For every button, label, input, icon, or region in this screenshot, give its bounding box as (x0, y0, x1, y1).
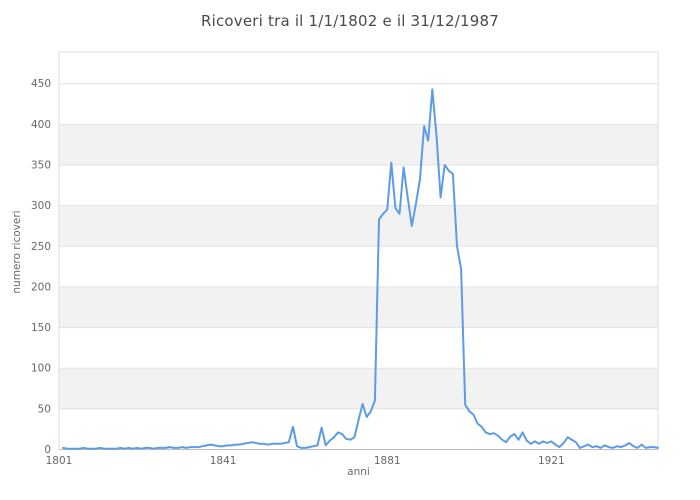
plot-band (59, 205, 658, 247)
y-tick-label: 200 (31, 281, 51, 293)
y-tick-label: 100 (31, 363, 51, 375)
y-tick-label: 150 (31, 322, 51, 334)
x-tick-label: 1881 (374, 455, 401, 467)
y-tick-label: 0 (44, 444, 51, 456)
plot-band (59, 124, 658, 165)
chart-title: Ricoveri tra il 1/1/1802 e il 31/12/1987 (200, 12, 500, 30)
y-tick-label: 50 (38, 403, 51, 415)
x-tick-label: 1921 (538, 455, 565, 467)
y-tick-label: 350 (31, 159, 51, 171)
x-tick-label: 1841 (210, 455, 237, 467)
y-tick-label: 400 (31, 119, 51, 131)
plot-band (59, 368, 658, 409)
y-tick-label: 250 (31, 241, 51, 253)
x-axis-title: anni (347, 466, 370, 478)
data-line (62, 88, 659, 450)
x-tick-label: 1801 (46, 455, 73, 467)
plot-band (59, 286, 658, 328)
y-axis-title: numero ricoveri (11, 210, 23, 294)
y-tick-label: 300 (31, 200, 51, 212)
y-tick-label: 450 (31, 78, 51, 90)
